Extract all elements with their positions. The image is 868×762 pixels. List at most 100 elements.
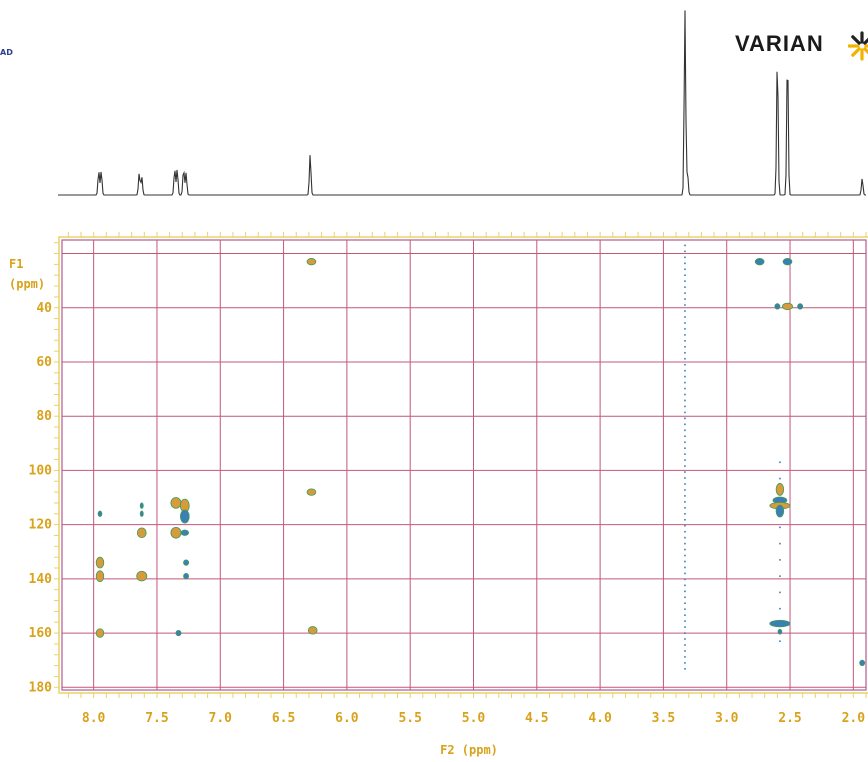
y-axis-label-line2: (ppm) [9,277,45,291]
noise-dot [684,310,686,312]
noise-dot [684,662,686,664]
noise-dot [684,644,686,646]
noise-dot [684,351,686,354]
x-tick-label: 7.0 [209,711,233,726]
cross-peak [170,497,182,509]
noise-dot [684,560,686,563]
cross-peak [95,628,105,638]
noise-dot [684,495,686,497]
cross-peak [777,628,783,635]
cross-peak [775,504,785,518]
noise-dot [684,268,686,271]
noise-dot [684,357,686,360]
projection-1d [58,10,866,196]
noise-dot [684,578,686,581]
noise-dot [684,602,686,605]
noise-dot [684,620,686,622]
noise-dot [684,632,686,634]
cross-peak [775,483,785,496]
corner-text: AD [0,48,13,57]
x-tick-labels: 8.0 7.5 7.0 6.5 6.0 5.5 5.0 4.5 4.0 3.5 3.0 2.5 2.0 [82,711,865,726]
noise-dot [684,614,686,616]
cross-peak [183,559,190,566]
noise-dot [684,518,686,521]
noise-dot [684,608,686,611]
cross-peak [179,509,190,524]
cross-peak [139,502,144,509]
noise-dot [684,572,686,575]
projection-trace [58,10,866,196]
noise-dot [684,256,686,259]
frame-outer [58,236,868,694]
noise-dot [684,423,686,426]
noise-dot [684,250,686,253]
noise-dot [684,369,686,372]
noise-dot [684,435,686,438]
noise-streaks [684,244,781,670]
cross-peak [782,258,793,266]
cross-peak [754,258,765,266]
noise-dot [684,459,686,461]
cross-peak [139,510,144,517]
cross-peak [180,529,190,536]
brand-name: VARIAN [735,31,824,56]
noise-dot [684,507,686,509]
noise-dot [684,536,686,539]
noise-dot [684,393,686,396]
noise-dot [684,453,686,455]
cross-peak [307,626,318,635]
x-tick-label: 3.5 [652,711,675,726]
noise-dot [684,584,686,587]
x-axis-label: F2 (ppm) [440,743,498,757]
noise-dot [684,489,686,491]
cross-peak [782,302,793,311]
noise-dot [684,542,686,545]
noise-dot [684,399,686,402]
noise-dot [779,575,781,577]
y-tick-label: 160 [29,626,53,641]
noise-dot [684,668,686,670]
noise-dot [779,559,781,561]
x-tick-label: 2.5 [778,711,801,726]
cross-peak [769,619,791,628]
cross-peak [797,303,804,310]
noise-dot [684,441,686,444]
y-tick-label: 120 [29,518,53,533]
noise-dot [684,274,686,277]
cross-peak [97,510,103,517]
cross-peak [175,629,182,637]
noise-dot [684,524,686,527]
cross-peak [306,258,317,266]
noise-dot [684,650,686,652]
x-tick-label: 7.5 [145,711,168,726]
noise-dot [684,375,686,378]
x-tick-label: 8.0 [82,711,106,726]
noise-dot [684,465,686,467]
noise-dot [684,512,686,515]
x-tick-label: 5.0 [462,711,486,726]
noise-dot [779,607,781,610]
noise-dot [779,477,781,480]
cross-peak [136,527,147,539]
noise-dot [684,328,686,330]
noise-dot [684,566,686,569]
noise-dot [684,381,686,384]
noise-dot [684,334,686,336]
y-tick-label: 140 [29,572,53,587]
cross-peak [774,303,781,310]
noise-dot [684,244,686,247]
y-tick-label: 60 [36,355,52,370]
noise-dot [684,590,686,593]
cross-peak [95,570,105,582]
x-tick-label: 5.5 [398,711,421,726]
noise-dot [684,316,686,318]
noise-dot [684,447,686,449]
x-tick-label: 6.5 [272,711,295,726]
noise-dot [684,286,686,288]
noise-dot [684,477,686,479]
noise-dot [684,548,686,551]
varian-logo-icon [848,31,868,61]
minor-ticks [54,232,867,698]
cross-peak [170,526,182,539]
